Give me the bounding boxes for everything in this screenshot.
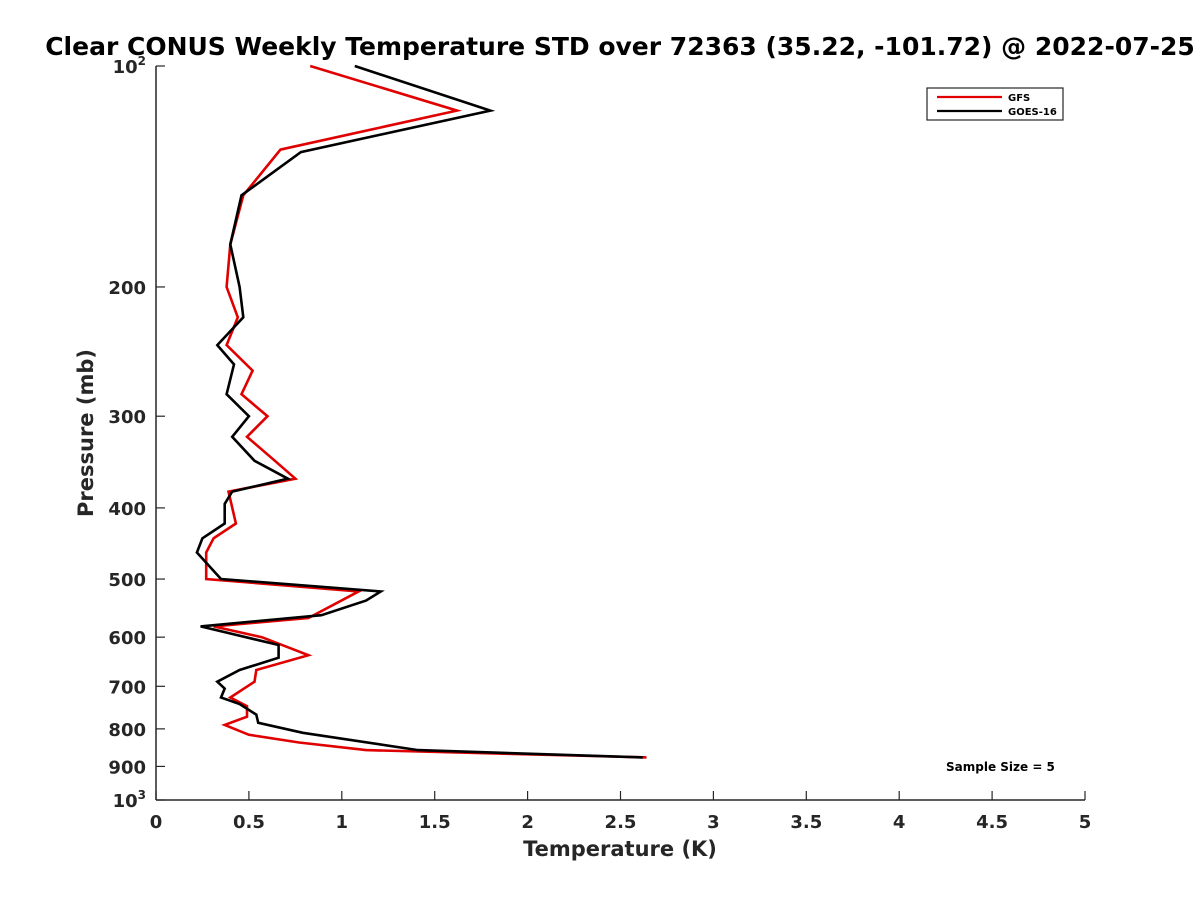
y-tick-label: 400 [108,499,146,520]
series-line-gfs [204,64,647,759]
legend-box [926,87,1064,121]
x-tick-label: 4.5 [976,812,1008,833]
legend-label-goes16: GOES-16 [1008,107,1057,118]
y-axis-label: Pressure (mb) [74,349,98,517]
series-line-goes16 [195,64,643,759]
x-tick-label: 5 [1079,812,1092,833]
y-axis-ticks: 102 200 300 400 500 600 700 800 900 103 [108,54,165,812]
x-axis-ticks: 0 0.5 1 1.5 2 2.5 3 3.5 4 4.5 5 [150,791,1092,833]
x-tick-label: 0 [150,812,163,833]
x-tick-label: 2.5 [605,812,637,833]
series-layer [195,64,647,759]
x-tick-label: 1.5 [419,812,451,833]
plot-area [155,66,1085,801]
x-tick-label: 2 [521,812,534,833]
x-tick-label: 1 [336,812,349,833]
sample-size-annotation: Sample Size = 5 [946,760,1055,774]
y-tick-label: 600 [108,628,146,649]
y-tick-label: 800 [108,720,146,741]
x-tick-label: 0.5 [233,812,265,833]
x-tick-label: 3.5 [790,812,822,833]
chart-title: Clear CONUS Weekly Temperature STD over … [45,32,1195,61]
y-tick-label: 102 [113,54,146,78]
legend-label-gfs: GFS [1008,93,1030,104]
legend: GFS GOES-16 [926,87,1064,121]
y-tick-label: 900 [108,757,146,778]
x-tick-label: 3 [707,812,720,833]
x-tick-label: 4 [893,812,906,833]
y-tick-label: 300 [108,407,146,428]
y-tick-label: 200 [108,278,146,299]
x-axis-label: Temperature (K) [523,837,717,861]
y-tick-label: 700 [108,677,146,698]
y-tick-label: 500 [108,570,146,591]
y-tick-label: 103 [113,788,146,812]
